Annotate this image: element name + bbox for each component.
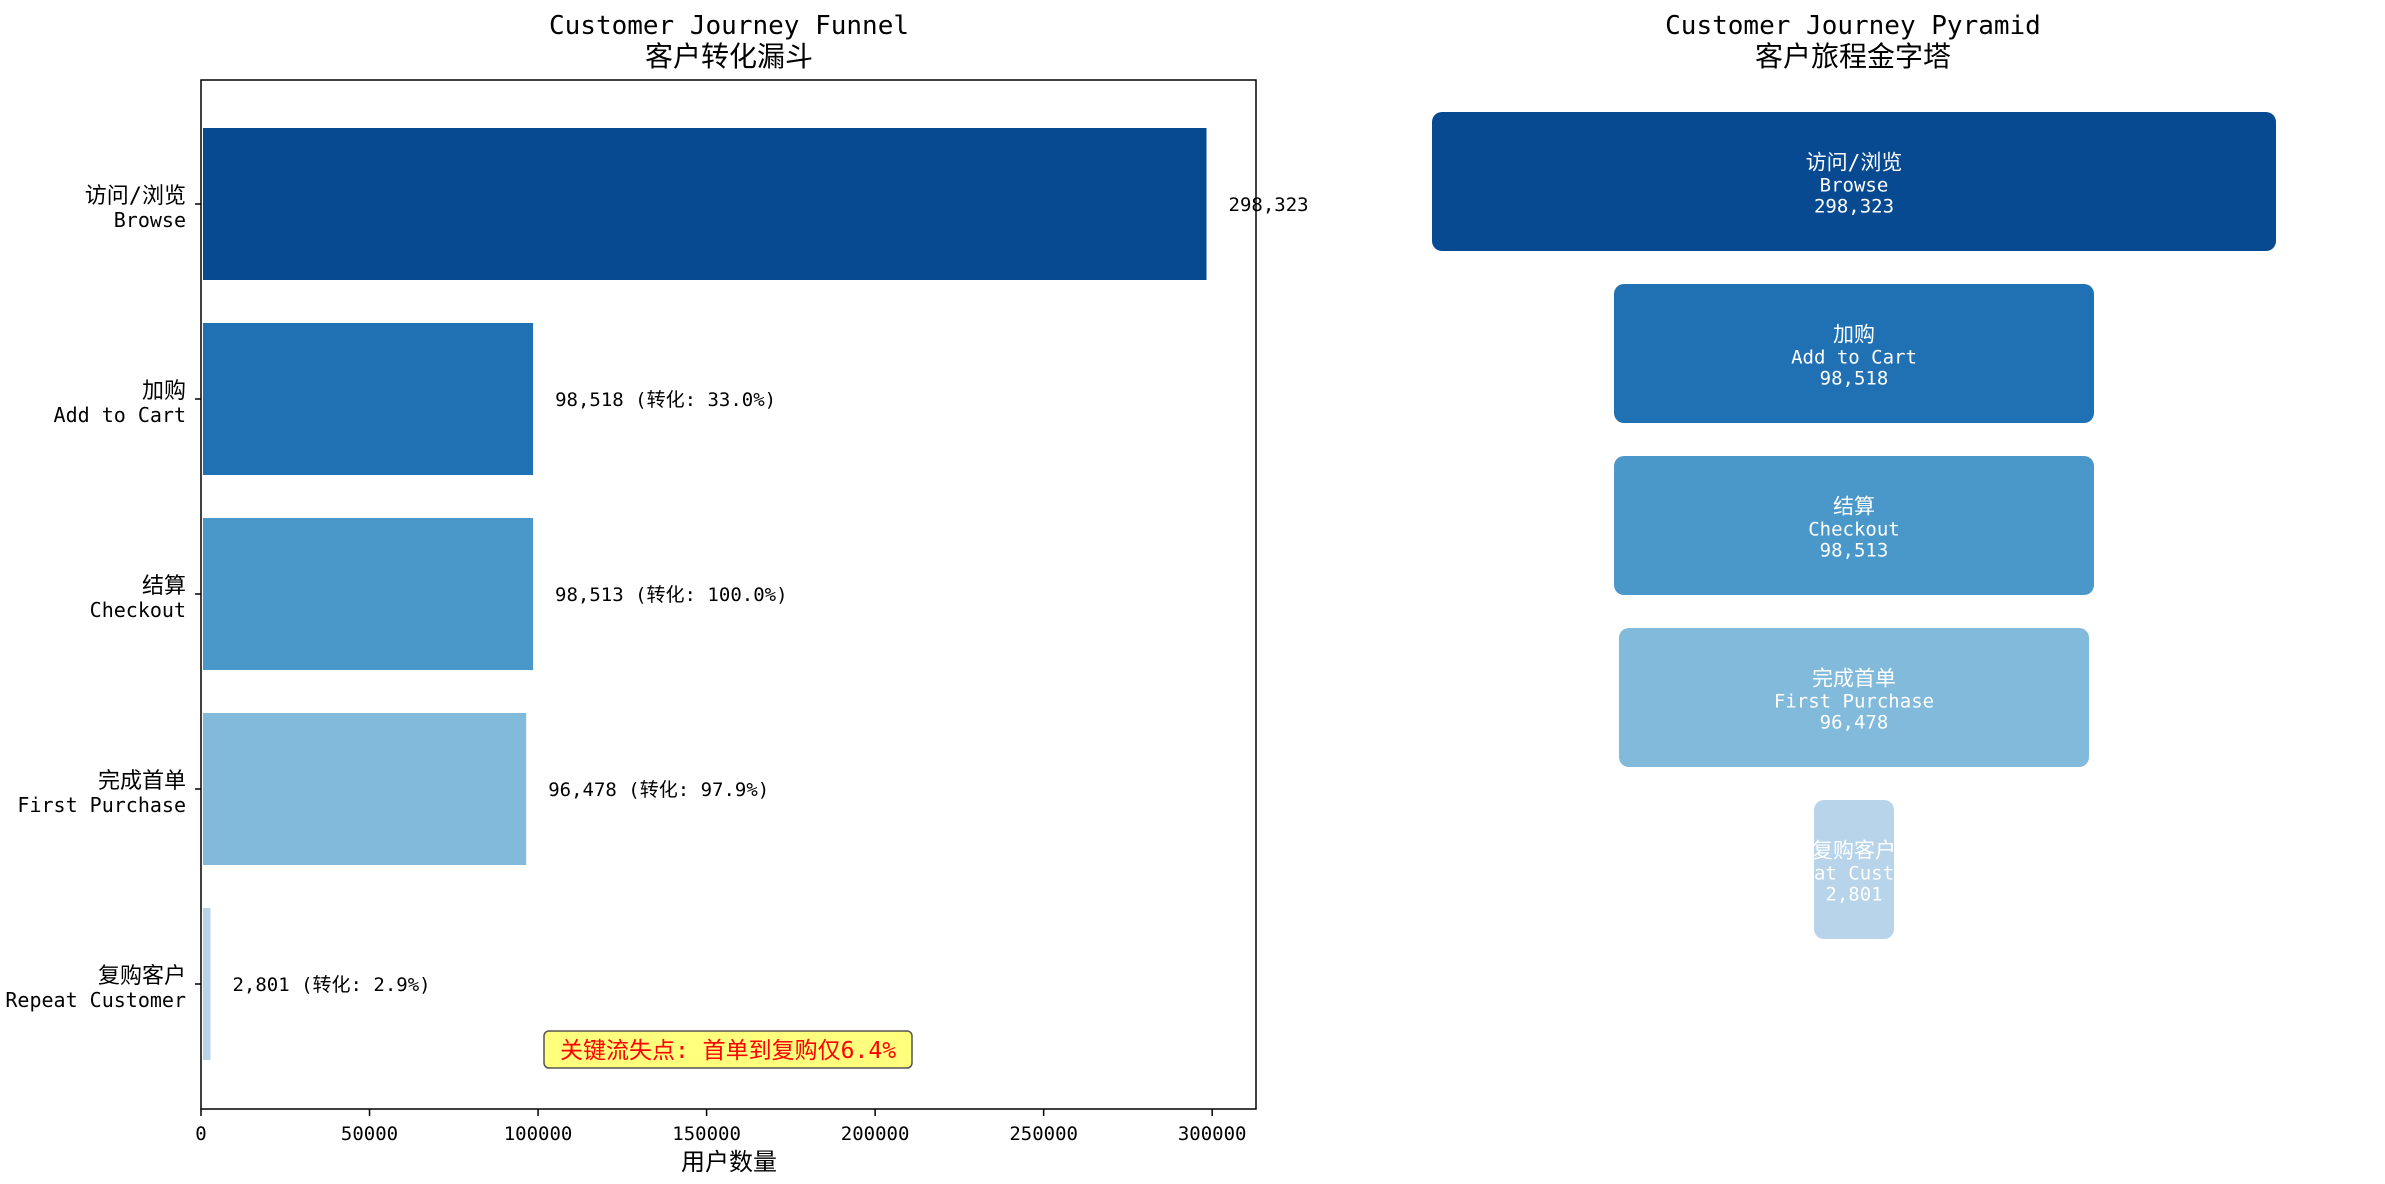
pyramid-chart: Customer Journey Pyramid 客户旅程金字塔 访问/浏览Br… [1432,11,2276,939]
pyramid-stage-value: 96,478 [1820,712,1889,734]
pyramid-title: Customer Journey Pyramid [1665,11,2041,41]
funnel-y-tick-label-en: Repeat Customer [5,988,186,1012]
funnel-data-labels: 298,323 98,518 (转化: 33.0%) 98,513 (转化: 100… [232,194,1308,996]
pyramid-block [1432,112,2276,251]
pyramid-stage-label-en: Repeat Customer [1768,863,1940,885]
funnel-bar [203,128,1207,280]
funnel-x-tick-label: 0 [195,1123,206,1145]
funnel-data-label: 2,801 (转化: 2.9%) [232,974,430,996]
funnel-bars [203,128,1207,1060]
pyramid-stage-value: 98,518 [1820,368,1889,390]
pyramid-stage-label-en: Add to Cart [1791,347,1917,369]
funnel-bar [203,323,534,475]
funnel-x-tick-label: 200000 [841,1123,910,1145]
funnel-x-tick-label: 300000 [1178,1123,1247,1145]
funnel-x-tick-label: 150000 [672,1123,741,1145]
funnel-bar [203,518,534,670]
funnel-x-tick-label: 100000 [504,1123,573,1145]
funnel-data-label: 98,513 (转化: 100.0%) [555,584,787,606]
pyramid-block [1614,284,2094,423]
funnel-y-tick-label-cn: 完成首单 [98,769,186,794]
pyramid-block [1614,456,2094,595]
funnel-y-tick-label-en: Browse [114,208,186,232]
pyramid-stage-label-cn: 加购 [1833,323,1875,347]
funnel-data-label: 98,518 (转化: 33.0%) [555,389,776,411]
funnel-bar [203,908,211,1060]
funnel-annotation: 关键流失点: 首单到复购仅6.4% [543,1030,913,1069]
funnel-y-tick-label-cn: 结算 [142,574,186,599]
pyramid-stage-value: 298,323 [1814,196,1894,218]
funnel-x-ticks: 0 50000 100000 150000 200000 250000 300000 [195,1109,1247,1145]
funnel-y-tick-label-en: Add to Cart [54,403,186,427]
pyramid-stage-label-cn: 完成首单 [1812,667,1896,691]
pyramid-stage-label-cn: 复购客户 [1812,839,1896,863]
pyramid-block [1618,628,2090,767]
funnel-data-label: 298,323 [1229,194,1309,216]
funnel-y-tick-label-en: Checkout [90,598,186,622]
pyramid-stage-label-en: Browse [1820,175,1889,197]
pyramid-stage-label-en: Checkout [1808,519,1900,541]
funnel-x-tick-label: 250000 [1009,1123,1078,1145]
annotation-text: 关键流失点: 首单到复购仅6.4% [560,1038,896,1064]
annotation-box [543,1030,913,1069]
pyramid-stage-label-en: First Purchase [1774,691,1934,713]
funnel-y-tick-label-cn: 访问/浏览 [85,184,186,209]
funnel-title-cn: 客户转化漏斗 [645,40,813,73]
funnel-y-tick-label-en: First Purchase [17,793,186,817]
funnel-y-tick-label-cn: 复购客户 [98,964,186,989]
pyramid-stage-label-cn: 结算 [1833,495,1875,519]
pyramid-title-cn: 客户旅程金字塔 [1755,40,1951,73]
funnel-x-axis-label: 用户数量 [681,1148,777,1176]
pyramid-stage-value: 2,801 [1825,884,1882,906]
pyramid-block [1814,800,1894,939]
funnel-x-tick-label: 50000 [341,1123,398,1145]
pyramid-stage-label-cn: 访问/浏览 [1806,151,1903,175]
pyramid-stage-value: 98,513 [1820,540,1889,562]
funnel-title: Customer Journey Funnel [549,11,909,41]
funnel-bar [203,713,527,865]
funnel-data-label: 96,478 (转化: 97.9%) [548,779,769,801]
funnel-y-tick-label-cn: 加购 [142,379,186,404]
funnel-chart: Customer Journey Funnel 客户转化漏斗 访问/浏览Brow… [5,11,1308,1176]
